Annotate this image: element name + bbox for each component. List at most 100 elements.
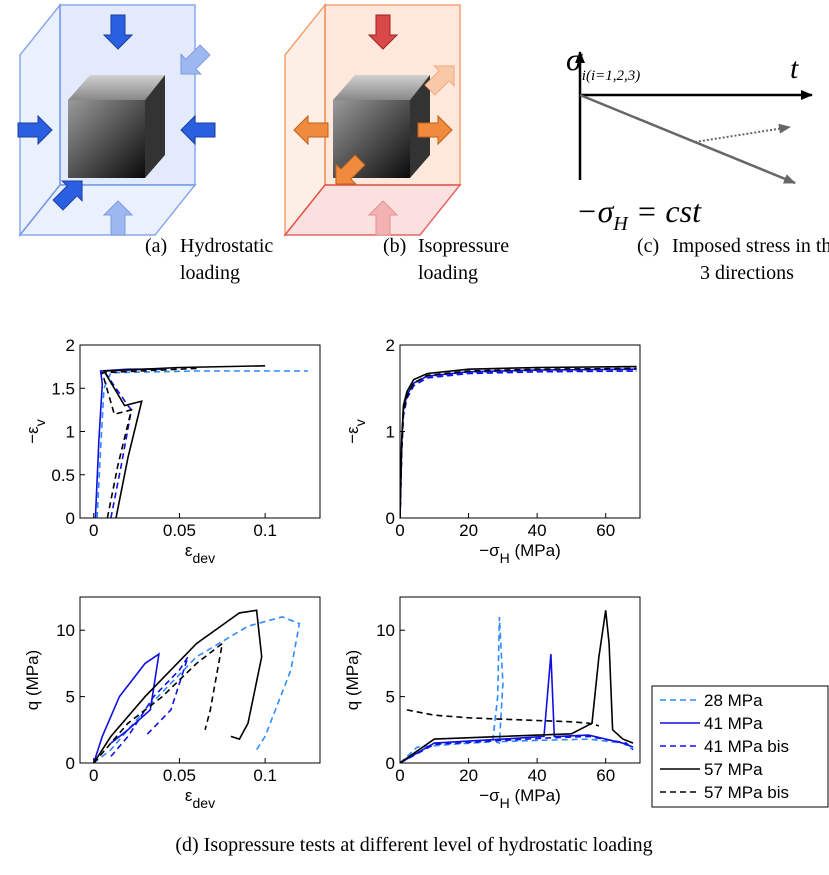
legend-label: 28 MPa (704, 691, 763, 710)
series-line (96, 370, 308, 518)
y-axis-label-part: q (MPa) (343, 650, 362, 710)
y-tick-label: 10 (56, 621, 75, 640)
panel-label: (b) (383, 235, 406, 257)
x-tick-label: 0.1 (253, 766, 277, 785)
x-tick-label: 20 (459, 521, 478, 540)
y-tick-label: 10 (376, 621, 395, 640)
series-line (93, 616, 301, 763)
x-tick-label: 0 (395, 521, 404, 540)
series-line (400, 616, 634, 763)
x-axis-label-part: −σ (479, 541, 500, 560)
x-axis-label-part: ε (185, 786, 193, 805)
y-tick-label: 0.5 (51, 466, 75, 485)
time-label: t (790, 52, 799, 85)
series-line (400, 368, 637, 518)
panel-caption: Imposed stress in the (672, 235, 829, 257)
panel-caption: 3 directions (700, 262, 794, 284)
panel-caption: Isopressure (418, 235, 509, 257)
series-line (94, 368, 163, 518)
equation-rest: = cst (628, 193, 702, 229)
series-line (400, 610, 634, 763)
x-tick-label: 0.1 (253, 521, 277, 540)
plot-frame (399, 596, 641, 764)
x-tick-label: 0 (89, 766, 98, 785)
chart: 0 20 40 60 0 1 2 −σH (MPa) −εv (343, 336, 641, 566)
chart: 0 20 40 60 0 5 10 −σH (MPa) q (MPa) (343, 596, 641, 811)
x-tick-label: 40 (528, 766, 547, 785)
y-tick-label: 2 (66, 336, 75, 355)
panel-label: (a) (145, 235, 167, 257)
x-tick-label: 0 (89, 521, 98, 540)
y-axis-label-part: −ε (343, 426, 362, 444)
legend-label: 57 MPa (704, 760, 763, 779)
x-axis-label-part: dev (193, 550, 216, 566)
series-line (102, 368, 146, 518)
y-tick-label: 0 (66, 509, 75, 528)
equation-subscript: H (612, 213, 629, 235)
isopressure-diagram (283, 2, 465, 238)
x-axis-label-part: (MPa) (510, 541, 561, 560)
y-axis-label-part: v (32, 419, 48, 426)
x-axis-label: εdev (185, 786, 215, 811)
x-axis-label-part: ε (185, 541, 193, 560)
panel-caption: loading (180, 262, 240, 284)
x-axis-label: −σH (MPa) (479, 541, 561, 566)
series-line (406, 709, 600, 727)
series-line (101, 367, 197, 518)
y-tick-label: 1 (386, 423, 395, 442)
x-axis-label: εdev (185, 541, 215, 566)
y-axis-label: −εv (343, 419, 368, 444)
legend-label: 41 MPa bis (704, 737, 789, 756)
x-tick-label: 60 (596, 766, 615, 785)
sigma: σ (566, 41, 583, 77)
figure-caption: (d) Isopressure tests at different level… (175, 834, 652, 856)
x-tick-label: 20 (459, 766, 478, 785)
x-axis-label-part: dev (193, 795, 216, 811)
chart: 0 0.05 0.1 0 0.5 1 1.5 2 εdev −εv (23, 336, 321, 566)
x-tick-label: 0 (395, 766, 404, 785)
legend: 28 MPa 41 MPa 41 MPa bis 57 MPa 57 MPa bis (651, 685, 829, 808)
x-axis-label-part: H (500, 795, 510, 811)
x-tick-label: 0.05 (163, 521, 196, 540)
y-tick-label: 2 (386, 336, 395, 355)
y-axis-label-part: −ε (23, 426, 42, 444)
series-line (400, 367, 637, 518)
x-tick-label: 0.05 (163, 766, 196, 785)
y-tick-label: 0 (66, 754, 75, 773)
series-line (400, 370, 637, 518)
y-axis-label: −εv (23, 419, 48, 444)
panel-caption: Hydrostatic (180, 235, 273, 257)
series-line (400, 735, 634, 763)
panel-captions: (a) Hydrostatic loading (b) Isopressure … (145, 235, 829, 856)
y-axis-label: q (MPa) (343, 650, 362, 710)
equation: −σH = cst (576, 193, 702, 235)
x-axis-label-part: −σ (479, 786, 500, 805)
x-tick-label: 60 (596, 521, 615, 540)
panel-label: (c) (637, 235, 659, 257)
panel-caption: loading (418, 262, 478, 284)
series-line (93, 609, 263, 763)
sigma-subscript: i(i=1,2,3) (582, 68, 640, 84)
x-axis-label-part: H (500, 550, 510, 566)
series-line (102, 365, 266, 518)
sigma-label: σi(i=1,2,3) (566, 41, 640, 84)
x-tick-label: 40 (528, 521, 547, 540)
legend-label: 41 MPa (704, 714, 763, 733)
series-line (400, 365, 637, 518)
hydrostatic-diagram (17, 2, 216, 238)
y-axis-label-part: q (MPa) (23, 650, 42, 710)
y-axis-label: q (MPa) (23, 650, 42, 710)
series-line (110, 656, 189, 757)
y-tick-label: 0 (386, 754, 395, 773)
y-tick-label: 5 (66, 688, 75, 707)
y-tick-label: 5 (386, 688, 395, 707)
y-axis-label-part: v (352, 419, 368, 426)
legend-label: 57 MPa bis (704, 783, 789, 802)
stress-diagram: σi(i=1,2,3) t −σH = cst (566, 41, 813, 235)
chart: 0 0.05 0.1 0 5 10 εdev q (MPa) (23, 596, 321, 811)
y-tick-label: 1.5 (51, 379, 75, 398)
series-line (400, 370, 637, 518)
y-tick-label: 0 (386, 509, 395, 528)
plot-frame (79, 596, 321, 764)
